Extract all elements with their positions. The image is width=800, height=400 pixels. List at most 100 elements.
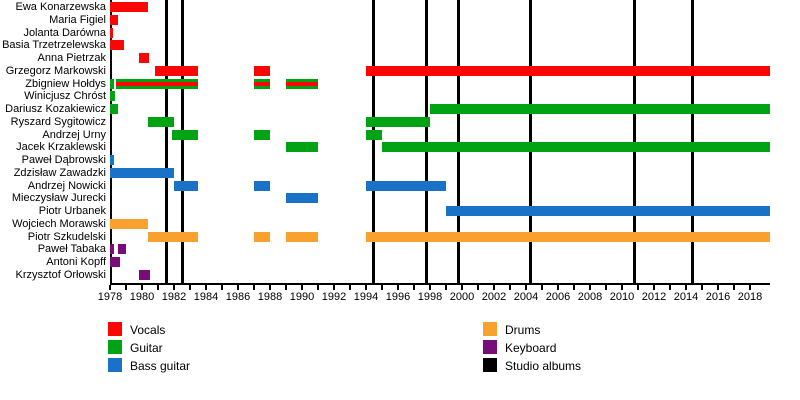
timeline-bar bbox=[366, 65, 770, 76]
legend-label: Bass guitar bbox=[130, 359, 191, 373]
timeline-bar bbox=[110, 27, 114, 38]
guitar-swatch bbox=[108, 340, 122, 354]
legend-label: Guitar bbox=[130, 341, 163, 355]
timeline-bar bbox=[366, 129, 382, 140]
timeline-bar bbox=[110, 167, 174, 178]
timeline-bar bbox=[286, 78, 318, 89]
member-label: Basia Trzetrzelewska bbox=[2, 39, 106, 52]
x-axis-tick bbox=[333, 285, 335, 290]
timeline-bar bbox=[148, 116, 174, 127]
timeline-bar bbox=[110, 78, 114, 89]
x-axis-tick-label: 2012 bbox=[641, 291, 667, 303]
x-axis-tick-label: 1996 bbox=[385, 291, 411, 303]
x-axis-tick bbox=[589, 285, 591, 290]
timeline-bar bbox=[110, 155, 114, 166]
timeline-bar bbox=[110, 91, 115, 102]
album-line bbox=[690, 0, 694, 283]
x-axis-tick bbox=[269, 285, 271, 290]
x-axis-tick bbox=[173, 285, 175, 290]
x-axis-tick bbox=[205, 285, 207, 290]
member-label: Ewa Konarzewska bbox=[15, 1, 107, 13]
timeline-bar bbox=[116, 78, 198, 89]
timeline-bar bbox=[110, 104, 118, 115]
x-axis-tick bbox=[125, 285, 127, 290]
timeline-bar bbox=[254, 231, 270, 242]
x-axis-tick bbox=[605, 285, 607, 290]
member-label: Mieczysław Jurecki bbox=[11, 192, 106, 205]
x-axis-tick bbox=[685, 285, 687, 290]
x-axis-tick bbox=[285, 285, 287, 290]
x-axis-tick bbox=[621, 285, 623, 290]
legend-label: Keyboard bbox=[505, 341, 557, 355]
x-axis-tick bbox=[317, 285, 319, 290]
legend-label: Studio albums bbox=[505, 359, 582, 373]
member-label: Jacek Krzaklewski bbox=[16, 141, 106, 154]
x-axis-tick bbox=[701, 285, 703, 290]
x-axis-tick-label: 1982 bbox=[161, 291, 187, 303]
timeline-bar bbox=[174, 180, 198, 191]
x-axis-tick bbox=[445, 285, 447, 290]
x-axis-tick bbox=[653, 285, 655, 290]
timeline-bar bbox=[138, 269, 150, 280]
timeline-bar bbox=[110, 244, 114, 255]
member-label: Grzegorz Markowski bbox=[5, 64, 106, 77]
x-axis-tick bbox=[237, 285, 239, 290]
legend-label: Drums bbox=[505, 323, 541, 337]
x-axis-tick-label: 1990 bbox=[289, 291, 315, 303]
x-axis-tick bbox=[253, 285, 255, 290]
x-axis-tick bbox=[637, 285, 639, 290]
timeline-bar bbox=[286, 231, 318, 242]
member-label: Krzysztof Orłowski bbox=[15, 268, 106, 281]
member-label: Dariusz Kozakiewicz bbox=[5, 103, 106, 116]
member-label: Winicjusz Chróst bbox=[24, 90, 106, 103]
timeline-bar bbox=[446, 206, 770, 217]
x-axis-tick bbox=[365, 285, 367, 290]
x-axis-tick-label: 2014 bbox=[673, 291, 699, 303]
x-axis-tick bbox=[157, 285, 159, 290]
timeline-bar bbox=[366, 180, 446, 191]
x-axis-tick bbox=[413, 285, 415, 290]
timeline-bar bbox=[286, 142, 318, 153]
member-label: Maria Figiel bbox=[49, 13, 106, 26]
album-line bbox=[633, 0, 637, 283]
x-axis-tick-label: 2004 bbox=[513, 291, 539, 303]
timeline-bar bbox=[110, 257, 120, 268]
timeline-bar bbox=[138, 53, 150, 64]
member-label: Zbigniew Hołdys bbox=[25, 77, 106, 90]
member-label: Antoni Kopff bbox=[46, 256, 106, 269]
timeline-bar bbox=[110, 40, 125, 51]
x-axis-tick-label: 1978 bbox=[97, 291, 123, 303]
member-label: Zdzisław Zawadzki bbox=[13, 166, 106, 179]
member-label: Piotr Urbanek bbox=[38, 205, 106, 218]
timeline-bar bbox=[118, 244, 126, 255]
album-line bbox=[165, 0, 169, 283]
bass-swatch bbox=[108, 358, 122, 372]
x-axis-tick-label: 1986 bbox=[225, 291, 251, 303]
x-axis-tick bbox=[733, 285, 735, 290]
timeline-bar bbox=[110, 218, 148, 229]
x-axis-tick bbox=[461, 285, 463, 290]
timeline-bar bbox=[172, 129, 198, 140]
member-label: Wojciech Morawski bbox=[12, 217, 106, 230]
x-axis-tick bbox=[717, 285, 719, 290]
x-axis-tick-label: 2008 bbox=[577, 291, 603, 303]
x-axis-tick-label: 2006 bbox=[545, 291, 571, 303]
x-axis-tick bbox=[221, 285, 223, 290]
albums-swatch bbox=[483, 358, 497, 372]
timeline-bar bbox=[430, 104, 770, 115]
x-axis-tick-label: 2010 bbox=[609, 291, 635, 303]
timeline-bar bbox=[154, 65, 198, 76]
timeline-bar bbox=[110, 14, 118, 25]
x-axis-tick bbox=[493, 285, 495, 290]
timeline-bar bbox=[254, 65, 270, 76]
member-label: Anna Pietrzak bbox=[37, 52, 106, 65]
legend: Vocals Guitar Bass guitar Drums Keyboard Stud… bbox=[0, 316, 800, 386]
x-axis-tick bbox=[429, 285, 431, 290]
x-axis-tick bbox=[509, 285, 511, 290]
plot-area: Ewa Konarzewska Maria Figiel Jolanta Darów… bbox=[2, 0, 770, 303]
x-axis-tick bbox=[109, 285, 111, 290]
album-line bbox=[425, 0, 429, 283]
x-axis-tick bbox=[477, 285, 479, 290]
timeline-bar bbox=[366, 231, 770, 242]
